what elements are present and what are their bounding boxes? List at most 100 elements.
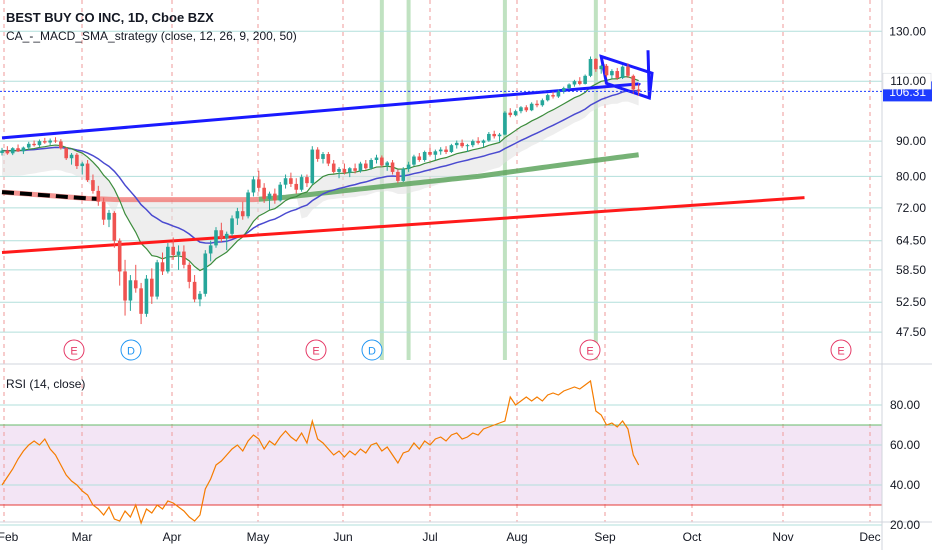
candle-body <box>545 95 550 101</box>
price-110-label: 110.00 <box>890 74 926 88</box>
event-marker-circle <box>63 339 85 361</box>
rsi-line <box>1 379 640 525</box>
candle-body <box>48 140 52 143</box>
price-tick-label: 52.50 <box>896 295 926 309</box>
time-tick-label: Aug <box>506 530 527 544</box>
rsi-band <box>0 425 882 505</box>
event-marker-circle <box>361 339 383 361</box>
candle-body <box>364 163 368 169</box>
candle-body <box>561 88 566 91</box>
sma-dashed-segment <box>1 190 99 201</box>
flag-pole-projection <box>646 50 651 98</box>
time-tick-label: Dec <box>859 530 880 544</box>
signal-band-2 <box>502 0 507 360</box>
event-marker-4: E <box>579 339 601 361</box>
candle-body <box>342 168 347 173</box>
event-marker-1: D <box>120 339 142 361</box>
candle-body <box>246 192 250 217</box>
candles-group <box>0 56 641 325</box>
candle-body <box>123 271 127 301</box>
candle-body <box>80 163 85 167</box>
candle-body <box>69 154 74 159</box>
candle-body <box>492 133 496 137</box>
candle-body <box>374 157 379 161</box>
candle-body <box>353 168 357 171</box>
candle-body <box>32 143 36 146</box>
candle-body <box>631 75 636 90</box>
candle-body <box>160 262 165 272</box>
chart-title: BEST BUY CO INC, 1D, Cboe BZX <box>6 10 214 25</box>
candle-body <box>567 84 571 89</box>
candle-body <box>321 154 325 159</box>
price-tick-label: 80.00 <box>896 169 926 183</box>
candle-body <box>604 65 609 76</box>
candle-body <box>283 178 288 185</box>
rsi-tick-label: 40.00 <box>890 478 920 492</box>
candle-body <box>556 90 561 97</box>
candle-body <box>380 157 384 166</box>
candle-body <box>224 233 229 239</box>
event-marker-0: E <box>63 339 85 361</box>
candle-body <box>315 149 320 159</box>
candle-body <box>347 168 352 173</box>
candle-body <box>503 112 507 135</box>
candle-body <box>626 66 630 76</box>
candle-body <box>43 141 47 143</box>
candle-body <box>267 193 272 199</box>
candle-body <box>187 264 192 282</box>
candle-body <box>422 151 427 161</box>
candle-body <box>524 107 529 111</box>
event-marker-label: E <box>837 346 844 358</box>
candle-body <box>182 251 186 265</box>
candle-body <box>230 218 234 234</box>
time-tick-label: Oct <box>683 530 702 544</box>
candle-body <box>64 148 68 159</box>
candle-body <box>176 251 181 255</box>
candle-body <box>310 149 315 184</box>
candle-body <box>203 253 208 294</box>
price-tick-label: 72.00 <box>896 201 926 215</box>
event-marker-3: D <box>361 339 383 361</box>
candle-body <box>551 95 555 97</box>
candle-body <box>294 183 299 190</box>
candle-body <box>299 177 304 190</box>
candle-body <box>588 58 593 76</box>
candle-body <box>219 230 224 239</box>
event-marker-5: E <box>830 339 852 361</box>
candle-body <box>155 262 159 297</box>
candle-body <box>406 164 411 169</box>
candle-body <box>369 160 373 169</box>
candle-body <box>487 133 491 141</box>
candle-body <box>481 140 486 143</box>
candle-body <box>10 148 15 154</box>
time-tick-label: Apr <box>163 530 182 544</box>
candle-body <box>37 141 42 146</box>
candle-body <box>578 81 582 84</box>
candle-body <box>535 103 539 106</box>
price-tick-label: 64.50 <box>896 234 926 248</box>
candle-body <box>257 179 261 188</box>
candle-body <box>471 141 475 146</box>
event-marker-circle <box>830 339 852 361</box>
price-tick-label: 58.50 <box>896 263 926 277</box>
candle-body <box>396 171 400 181</box>
candle-body <box>412 156 416 165</box>
candle-body <box>428 151 432 155</box>
candle-body <box>390 162 395 172</box>
candle-body <box>208 245 213 254</box>
candle-body <box>610 71 614 76</box>
candle-body <box>75 154 79 167</box>
candle-body <box>171 246 175 255</box>
candle-body <box>235 211 240 219</box>
candle-body <box>214 230 218 246</box>
candle-body <box>91 180 95 191</box>
time-tick-label: Mar <box>72 530 93 544</box>
candle-body <box>572 81 577 85</box>
candle-body <box>139 288 143 314</box>
ema-slow-line <box>1 89 639 244</box>
candle-body <box>21 147 26 152</box>
event-marker-label: E <box>312 346 319 358</box>
rsi-label: RSI (14, close) <box>6 377 86 391</box>
candle-body <box>305 177 309 184</box>
